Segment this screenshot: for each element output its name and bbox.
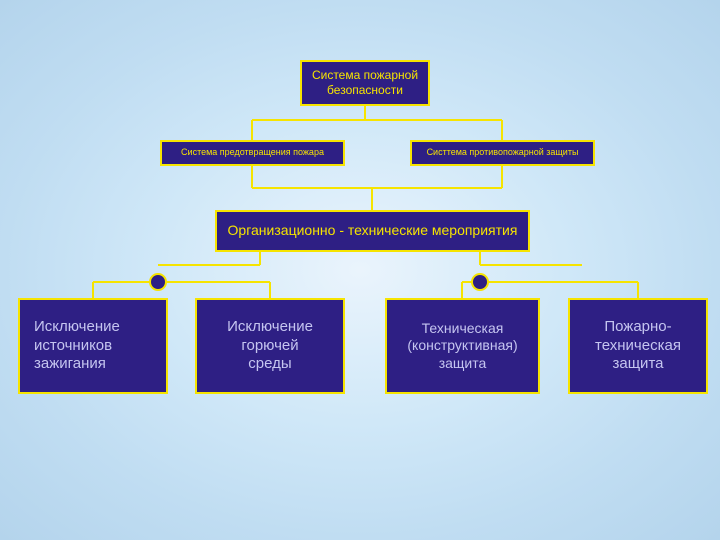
root-label: Система пожарной безопасности bbox=[312, 68, 418, 98]
leaf-label: Техническая (конструктивная) защита bbox=[407, 320, 517, 373]
level2-node-protection: Систтема противопожарной защиты bbox=[410, 140, 595, 166]
level2-label: Систтема противопожарной защиты bbox=[427, 147, 579, 158]
leaf-label: Пожарно- техническая защита bbox=[595, 318, 681, 374]
leaf-node: Техническая (конструктивная) защита bbox=[385, 298, 540, 394]
level3-node: Организационно - технические мероприятия bbox=[215, 210, 530, 252]
diagram-canvas: Система пожарной безопасности Система пр… bbox=[0, 0, 720, 540]
leaf-node: Пожарно- техническая защита bbox=[568, 298, 708, 394]
level2-node-prevention: Система предотвращения пожара bbox=[160, 140, 345, 166]
level3-label: Организационно - технические мероприятия bbox=[228, 222, 518, 240]
split-dot-left bbox=[149, 273, 167, 291]
leaf-label: Исключение горючей среды bbox=[227, 318, 313, 374]
level2-label: Система предотвращения пожара bbox=[181, 147, 324, 158]
leaf-node: Исключение источников зажигания bbox=[18, 298, 168, 394]
leaf-node: Исключение горючей среды bbox=[195, 298, 345, 394]
root-node: Система пожарной безопасности bbox=[300, 60, 430, 106]
split-dot-right bbox=[471, 273, 489, 291]
leaf-label: Исключение источников зажигания bbox=[34, 318, 120, 374]
